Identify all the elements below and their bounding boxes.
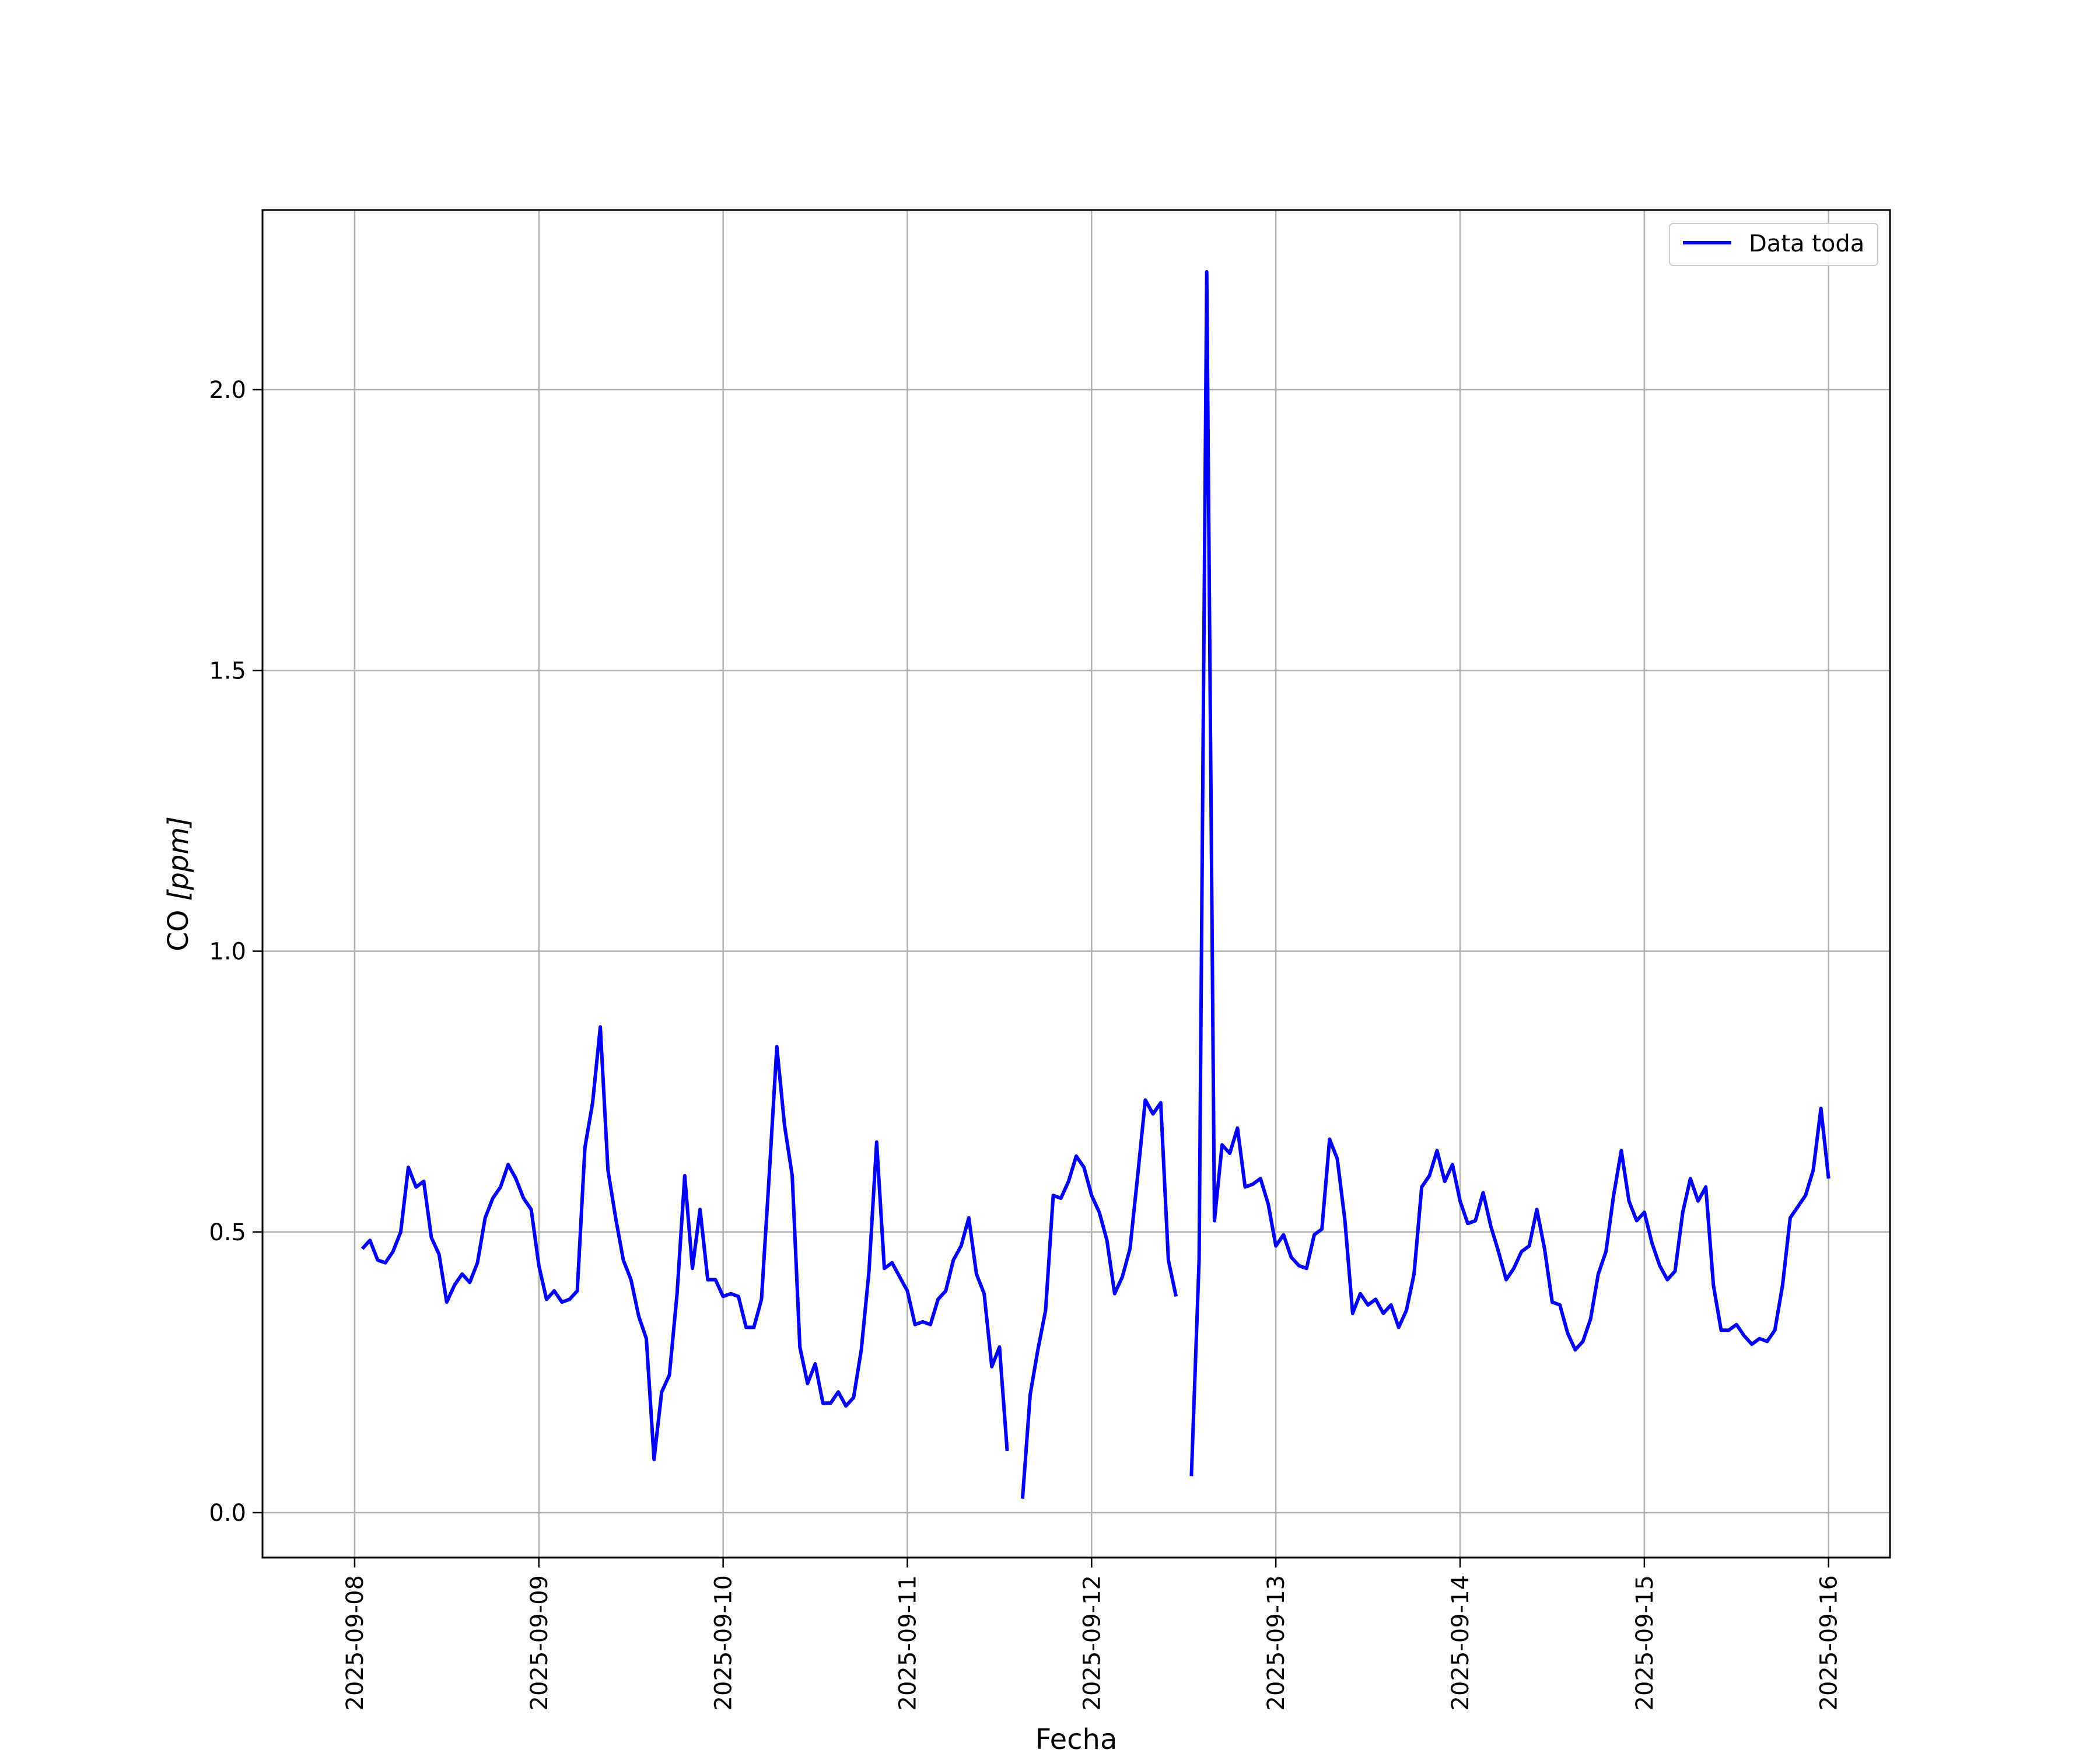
y-tick-label: 1.5	[209, 657, 246, 684]
x-tick-label: 2025-09-16	[1816, 1575, 1843, 1710]
x-tick-label: 2025-09-09	[526, 1575, 553, 1710]
y-axis-label: CO [ppm]	[162, 816, 195, 951]
y-axis-label-units: [ppm]	[162, 816, 195, 901]
x-axis-ticks: 2025-09-08 2025-09-09 2025-09-10 2025-09-11…	[342, 1558, 1843, 1710]
x-tick-label: 2025-09-14	[1447, 1575, 1474, 1710]
y-tick-label: 0.5	[209, 1219, 246, 1246]
grid-lines	[262, 210, 1890, 1558]
x-axis-label: Fecha	[1035, 1723, 1118, 1750]
legend-box	[1669, 223, 1878, 266]
x-tick-label: 2025-09-10	[710, 1575, 737, 1710]
y-tick-label: 0.0	[209, 1500, 246, 1527]
plot-frame	[261, 209, 1891, 1559]
legend: Data toda	[1669, 223, 1878, 266]
y-tick-label: 2.0	[209, 377, 246, 404]
x-tick-label: 2025-09-08	[342, 1575, 369, 1710]
y-axis-ticks: 0.0 0.5 1.0 1.5 2.0	[209, 377, 262, 1527]
legend-label: Data toda	[1749, 230, 1864, 257]
y-tick-label: 1.0	[209, 939, 246, 965]
x-tick-label: 2025-09-12	[1079, 1575, 1105, 1710]
x-tick-label: 2025-09-13	[1263, 1575, 1290, 1710]
series-layer	[360, 270, 1831, 1499]
x-tick-label: 2025-09-15	[1632, 1575, 1658, 1710]
series-line-data-toda	[360, 270, 1831, 1499]
y-axis-label-prefix: CO	[162, 901, 195, 951]
x-tick-label: 2025-09-11	[894, 1575, 921, 1710]
